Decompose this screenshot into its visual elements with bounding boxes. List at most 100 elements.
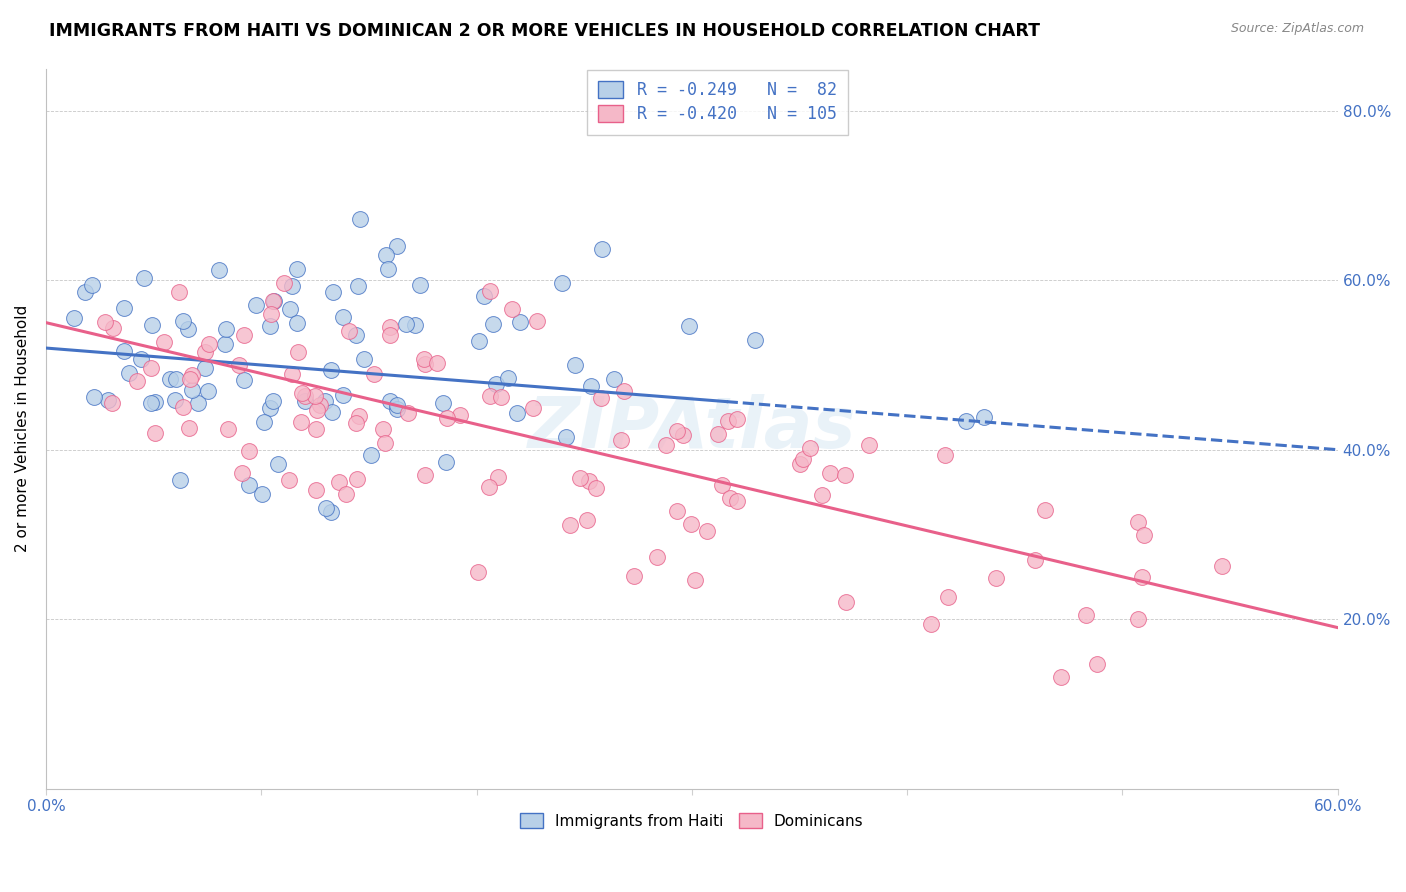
Point xyxy=(436,410,458,425)
Point xyxy=(82,278,104,293)
Point xyxy=(1074,608,1097,623)
Point xyxy=(569,471,592,485)
Point xyxy=(665,424,688,438)
Point xyxy=(309,398,332,412)
Point xyxy=(165,392,187,407)
Point xyxy=(245,298,267,312)
Point xyxy=(725,412,748,426)
Point xyxy=(294,389,316,403)
Point xyxy=(165,372,187,386)
Point xyxy=(1024,552,1046,566)
Point xyxy=(360,448,382,462)
Point xyxy=(489,390,512,404)
Point xyxy=(194,360,217,375)
Point xyxy=(179,421,201,435)
Point xyxy=(696,524,718,538)
Point xyxy=(486,470,509,484)
Point xyxy=(396,406,419,420)
Point xyxy=(228,359,250,373)
Point xyxy=(267,457,290,471)
Point xyxy=(322,285,344,299)
Point xyxy=(468,334,491,348)
Point xyxy=(131,351,153,366)
Point xyxy=(285,316,308,330)
Point xyxy=(799,442,821,456)
Point xyxy=(496,371,519,385)
Point xyxy=(818,467,841,481)
Point xyxy=(404,318,426,332)
Point xyxy=(305,483,328,498)
Point xyxy=(97,393,120,408)
Point xyxy=(564,358,586,372)
Point xyxy=(373,422,395,436)
Point xyxy=(139,361,162,376)
Point xyxy=(645,549,668,564)
Point xyxy=(395,317,418,331)
Point xyxy=(707,427,730,442)
Point xyxy=(181,368,204,382)
Point xyxy=(789,457,811,471)
Point xyxy=(678,319,700,334)
Point xyxy=(347,409,370,424)
Point xyxy=(321,405,343,419)
Point xyxy=(167,285,190,299)
Point xyxy=(332,388,354,402)
Point xyxy=(346,327,368,342)
Point xyxy=(262,394,284,409)
Point xyxy=(412,352,434,367)
Point xyxy=(291,386,314,401)
Point xyxy=(434,455,457,469)
Point xyxy=(118,366,141,380)
Point xyxy=(555,430,578,444)
Point xyxy=(363,367,385,381)
Point xyxy=(83,390,105,404)
Point xyxy=(579,379,602,393)
Point xyxy=(62,311,84,326)
Point xyxy=(613,384,636,399)
Point xyxy=(319,362,342,376)
Point xyxy=(232,373,254,387)
Point xyxy=(101,395,124,409)
Point xyxy=(259,319,281,334)
Point xyxy=(305,422,328,436)
Point xyxy=(346,472,368,486)
Y-axis label: 2 or more Vehicles in Household: 2 or more Vehicles in Household xyxy=(15,305,30,552)
Point xyxy=(238,478,260,492)
Point xyxy=(955,414,977,428)
Point xyxy=(1128,515,1150,529)
Point xyxy=(281,367,304,381)
Point xyxy=(314,394,336,409)
Point xyxy=(1085,657,1108,671)
Point xyxy=(1049,670,1071,684)
Point xyxy=(347,279,370,293)
Point xyxy=(744,333,766,347)
Point xyxy=(112,301,135,315)
Point xyxy=(509,315,531,329)
Point xyxy=(479,284,502,298)
Point xyxy=(603,372,626,386)
Point xyxy=(143,395,166,409)
Point xyxy=(811,488,834,502)
Point xyxy=(172,314,194,328)
Point xyxy=(725,494,748,508)
Point xyxy=(187,395,209,409)
Point xyxy=(449,408,471,422)
Point xyxy=(281,278,304,293)
Point xyxy=(349,211,371,226)
Point xyxy=(610,433,633,447)
Point xyxy=(344,417,367,431)
Point xyxy=(332,310,354,324)
Point xyxy=(986,571,1008,585)
Point xyxy=(231,467,253,481)
Text: ZIPAtlas: ZIPAtlas xyxy=(527,394,856,463)
Point xyxy=(1126,612,1149,626)
Point xyxy=(834,468,856,483)
Point xyxy=(273,276,295,290)
Point xyxy=(287,262,309,277)
Point xyxy=(478,480,501,494)
Point xyxy=(353,352,375,367)
Point xyxy=(290,415,312,429)
Point xyxy=(253,416,276,430)
Text: Source: ZipAtlas.com: Source: ZipAtlas.com xyxy=(1230,22,1364,36)
Point xyxy=(1033,503,1056,517)
